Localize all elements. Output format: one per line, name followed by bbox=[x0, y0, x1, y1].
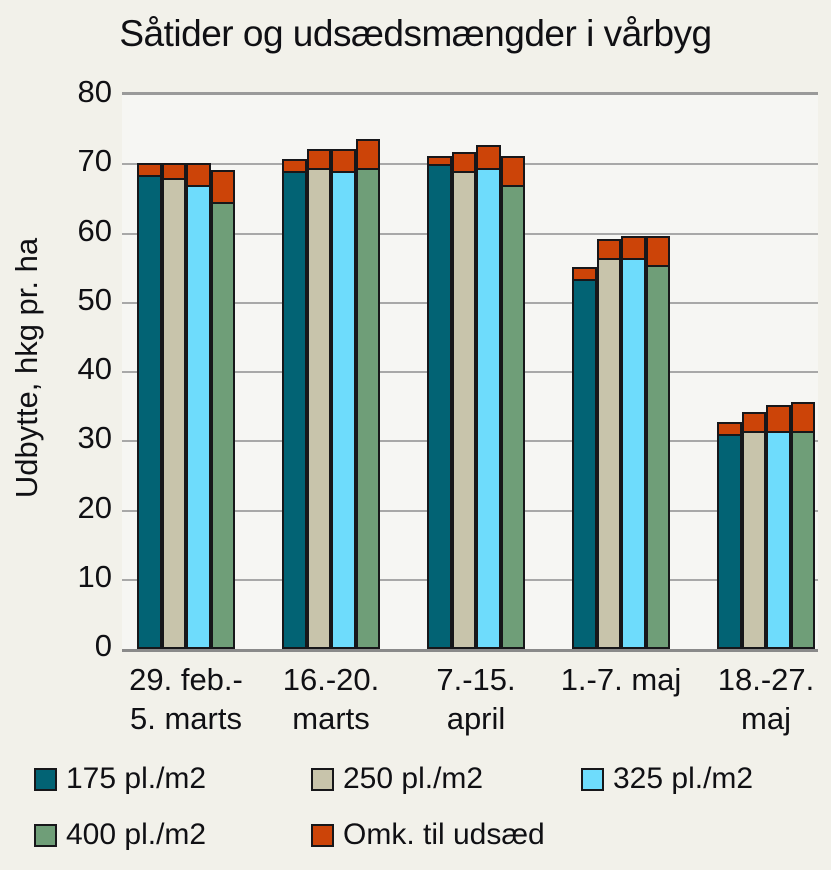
yield-segment bbox=[645, 264, 670, 649]
yield-segment bbox=[476, 167, 501, 649]
stacked-bar bbox=[741, 412, 766, 649]
seed-cost-segment bbox=[282, 159, 307, 174]
stacked-bar bbox=[476, 145, 501, 649]
stacked-bar bbox=[161, 162, 186, 649]
stacked-bar bbox=[790, 401, 815, 649]
stacked-bar bbox=[282, 159, 307, 649]
stacked-bar bbox=[766, 405, 791, 649]
stacked-bar bbox=[355, 138, 380, 649]
yield-segment bbox=[161, 178, 186, 649]
seed-cost-segment bbox=[766, 405, 791, 433]
legend-swatch-icon bbox=[311, 823, 334, 847]
yield-segment bbox=[741, 430, 766, 649]
seed-cost-segment bbox=[161, 162, 186, 181]
seed-cost-segment bbox=[427, 155, 452, 167]
yield-segment bbox=[186, 185, 211, 649]
stacked-bar bbox=[500, 155, 525, 649]
legend-swatch-icon bbox=[311, 767, 334, 791]
y-tick-label: 10 bbox=[77, 558, 112, 594]
stacked-bar bbox=[596, 238, 621, 649]
plot-area bbox=[122, 92, 818, 652]
y-axis-tick-labels: 80 70 60 50 40 30 20 10 0 bbox=[30, 0, 112, 700]
yield-segment bbox=[717, 434, 742, 649]
legend-swatch-icon bbox=[34, 823, 57, 847]
y-tick-label: 40 bbox=[77, 351, 112, 386]
yield-segment bbox=[451, 171, 476, 649]
stacked-bar bbox=[572, 266, 597, 649]
legend-item: 325 pl./m2 bbox=[581, 762, 753, 796]
yield-segment bbox=[306, 167, 331, 649]
stacked-bar bbox=[186, 162, 211, 649]
yield-segment bbox=[572, 278, 597, 649]
yield-segment bbox=[596, 257, 621, 649]
y-tick-label: 70 bbox=[77, 143, 112, 179]
seed-cost-segment bbox=[645, 235, 670, 267]
y-tick-label: 20 bbox=[77, 489, 112, 525]
seed-cost-segment bbox=[790, 401, 815, 433]
bar-group bbox=[427, 95, 525, 649]
stacked-bar bbox=[621, 235, 646, 649]
y-tick-label: 0 bbox=[94, 628, 112, 663]
seed-cost-segment bbox=[572, 266, 597, 281]
y-tick-label: 60 bbox=[77, 212, 112, 248]
x-axis-category-label: 29. feb.- 5. marts bbox=[129, 662, 243, 736]
yield-segment bbox=[355, 167, 380, 649]
stacked-bar bbox=[645, 235, 670, 649]
x-axis-category-label: 7.-15. april bbox=[436, 662, 516, 736]
stacked-bar bbox=[451, 152, 476, 649]
y-tick-label: 30 bbox=[77, 420, 112, 456]
yield-segment bbox=[621, 257, 646, 649]
legend-label: 175 pl./m2 bbox=[66, 762, 207, 795]
stacked-bar bbox=[306, 148, 331, 649]
stacked-bar bbox=[137, 162, 162, 649]
seed-cost-segment bbox=[476, 145, 501, 170]
legend-item: 400 pl./m2 bbox=[34, 818, 206, 852]
seed-cost-segment bbox=[717, 422, 742, 437]
x-axis-category-label: 18.-27. maj bbox=[717, 662, 815, 736]
yield-segment bbox=[210, 202, 235, 649]
x-axis-category-label: 16.-20. marts bbox=[282, 662, 380, 736]
bar-group bbox=[717, 95, 815, 649]
legend-label: 250 pl./m2 bbox=[343, 762, 484, 795]
legend-item: 175 pl./m2 bbox=[34, 762, 206, 796]
yield-segment bbox=[331, 171, 356, 649]
seed-cost-segment bbox=[210, 169, 235, 205]
yield-segment bbox=[766, 430, 791, 649]
legend-item: 250 pl./m2 bbox=[311, 762, 483, 796]
seed-cost-segment bbox=[186, 162, 211, 188]
y-tick-label: 80 bbox=[77, 74, 112, 109]
bar-group bbox=[572, 95, 670, 649]
yield-segment bbox=[137, 174, 162, 649]
legend-label: 400 pl./m2 bbox=[66, 818, 207, 851]
yield-segment bbox=[427, 164, 452, 649]
legend-label: 325 pl./m2 bbox=[613, 762, 754, 795]
seed-cost-segment bbox=[621, 235, 646, 260]
y-tick-label: 50 bbox=[77, 281, 112, 317]
legend-swatch-icon bbox=[581, 767, 604, 791]
x-axis-category-label: 1.-7. maj bbox=[560, 662, 682, 697]
stacked-bar bbox=[427, 155, 452, 649]
legend-swatch-icon bbox=[34, 767, 57, 791]
seed-cost-segment bbox=[355, 138, 380, 170]
legend-item: Omk. til udsæd bbox=[311, 818, 545, 852]
seed-cost-segment bbox=[500, 155, 525, 188]
stacked-bar bbox=[331, 148, 356, 649]
legend-label: Omk. til udsæd bbox=[343, 818, 545, 851]
stacked-bar bbox=[210, 169, 235, 649]
bar-group bbox=[137, 95, 235, 649]
seed-cost-segment bbox=[306, 148, 331, 170]
yield-segment bbox=[790, 430, 815, 649]
seed-cost-segment bbox=[137, 162, 162, 177]
stacked-bar bbox=[717, 422, 742, 649]
seed-cost-segment bbox=[741, 412, 766, 433]
seed-cost-segment bbox=[331, 148, 356, 174]
seed-cost-segment bbox=[596, 238, 621, 260]
yield-segment bbox=[500, 185, 525, 649]
bar-group bbox=[282, 95, 380, 649]
chart-title: Såtider og udsædsmængder i vårbyg bbox=[119, 13, 712, 54]
yield-segment bbox=[282, 171, 307, 649]
seed-cost-segment bbox=[451, 152, 476, 174]
